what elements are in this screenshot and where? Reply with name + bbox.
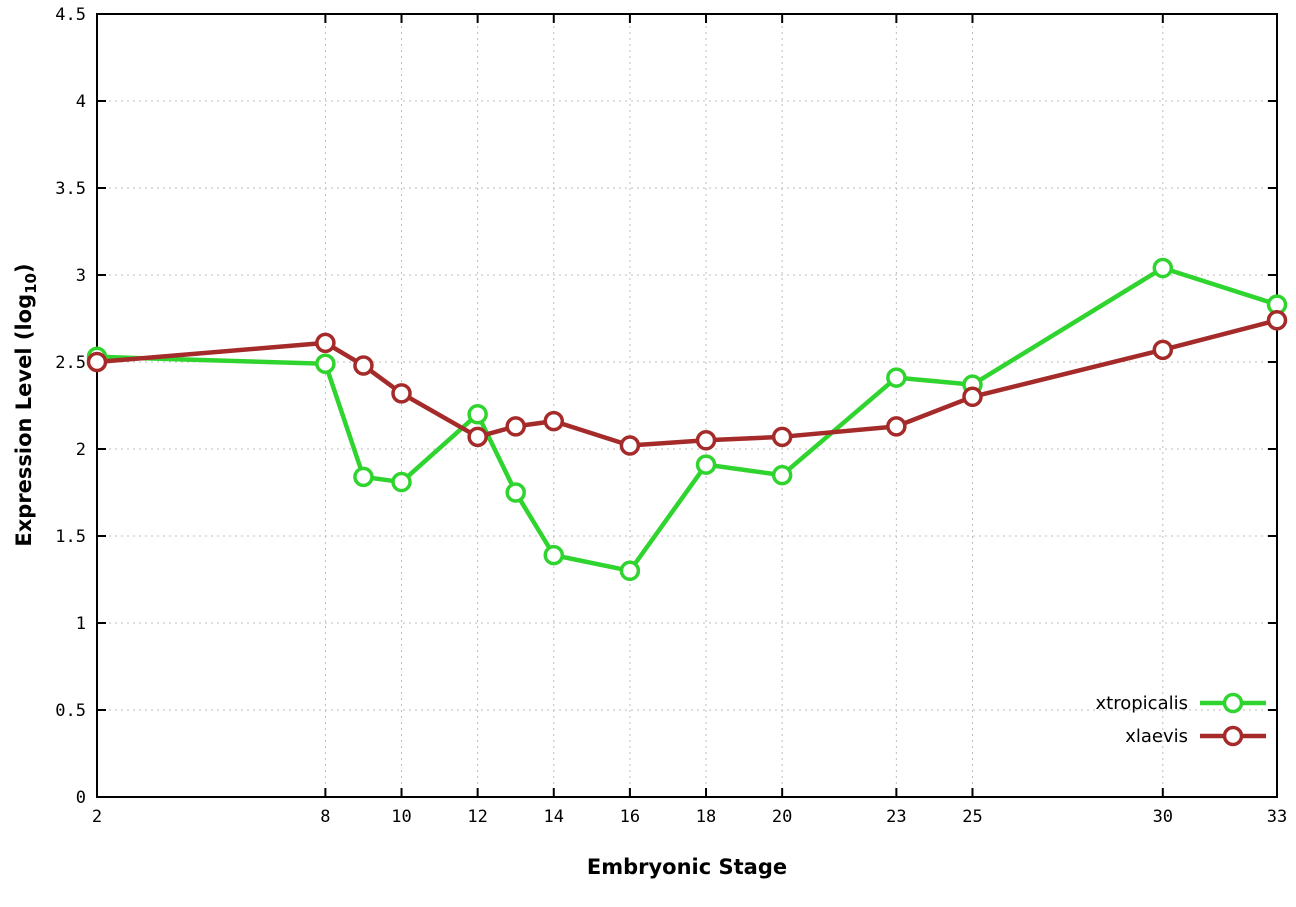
y-tick-label: 3.5 [55, 179, 86, 199]
y-axis-title: Expression Level (log10) [12, 263, 40, 546]
x-tick-label: 33 [1267, 807, 1287, 827]
legend-point-xtropicalis [1222, 692, 1244, 714]
series-line-xtropicalis [94, 265, 1280, 574]
data-point-xlaevis [467, 426, 488, 448]
y-tick-label: 3 [76, 266, 86, 286]
data-point-xlaevis [505, 416, 526, 437]
data-point-xtropicalis [391, 471, 412, 493]
y-tick-label: 0 [76, 788, 86, 808]
x-axis-title: Embryonic Stage [586, 855, 788, 879]
x-tick-label: 23 [886, 807, 906, 827]
y-tick-label: 4 [76, 92, 86, 112]
y-tick-label: 1 [76, 614, 86, 634]
data-point-xlaevis [543, 410, 565, 432]
legend-item-xlaevis: xlaevis [1125, 723, 1268, 749]
data-point-xtropicalis [771, 464, 793, 486]
x-tick-label: 18 [696, 807, 716, 827]
data-point-xtropicalis [695, 454, 717, 475]
chart-legend: xtropicalis xlaevis [1096, 690, 1268, 749]
data-point-xlaevis [695, 430, 717, 451]
legend-label-xtropicalis: xtropicalis [1095, 692, 1188, 714]
x-tick-label: 25 [962, 807, 982, 827]
data-point-xlaevis [962, 386, 983, 408]
data-point-xlaevis [1266, 309, 1288, 331]
x-tick-label: 30 [1153, 807, 1173, 827]
data-point-xtropicalis [1152, 257, 1174, 279]
legend-key-xlaevis-icon [1200, 725, 1266, 747]
data-point-xlaevis [315, 332, 336, 354]
y-axis-title-close: ) [11, 263, 36, 273]
y-tick-label: 2.5 [55, 353, 86, 373]
data-point-xtropicalis [353, 466, 374, 488]
x-tick-label: 12 [467, 807, 487, 827]
data-point-xlaevis [771, 426, 793, 448]
legend-key-xtropicalis-icon [1200, 692, 1266, 714]
data-point-xlaevis [619, 435, 641, 456]
x-tick-label: 8 [320, 807, 330, 827]
y-tick-label: 4.5 [55, 5, 86, 25]
data-point-xlaevis [86, 351, 108, 373]
legend-label-xlaevis: xlaevis [1125, 725, 1188, 747]
x-tick-label: 20 [772, 807, 792, 827]
y-tick-label: 0.5 [55, 701, 86, 721]
y-tick-label: 2 [76, 440, 86, 460]
data-point-xlaevis [353, 355, 374, 376]
data-point-xlaevis [1152, 339, 1174, 361]
plot-border [96, 13, 1278, 798]
x-tick-label: 14 [544, 807, 564, 827]
data-point-xtropicalis [619, 560, 641, 582]
x-tick-label: 16 [620, 807, 640, 827]
data-point-xlaevis [886, 416, 907, 437]
data-point-xtropicalis [467, 403, 488, 425]
data-point-xtropicalis [315, 353, 336, 374]
data-point-xtropicalis [505, 482, 526, 503]
data-point-xtropicalis [886, 367, 907, 388]
y-axis-title-text: Expression Level (log [11, 293, 36, 547]
y-tick-label: 1.5 [55, 527, 86, 547]
y-axis-title-subscript: 10 [22, 273, 41, 294]
legend-item-xtropicalis: xtropicalis [1096, 690, 1268, 716]
legend-point-xlaevis [1222, 725, 1244, 747]
x-tick-label: 2 [92, 807, 102, 827]
data-point-xtropicalis [543, 544, 565, 566]
series-line-xlaevis [94, 317, 1280, 448]
data-point-xlaevis [391, 383, 412, 404]
x-tick-label: 10 [391, 807, 411, 827]
